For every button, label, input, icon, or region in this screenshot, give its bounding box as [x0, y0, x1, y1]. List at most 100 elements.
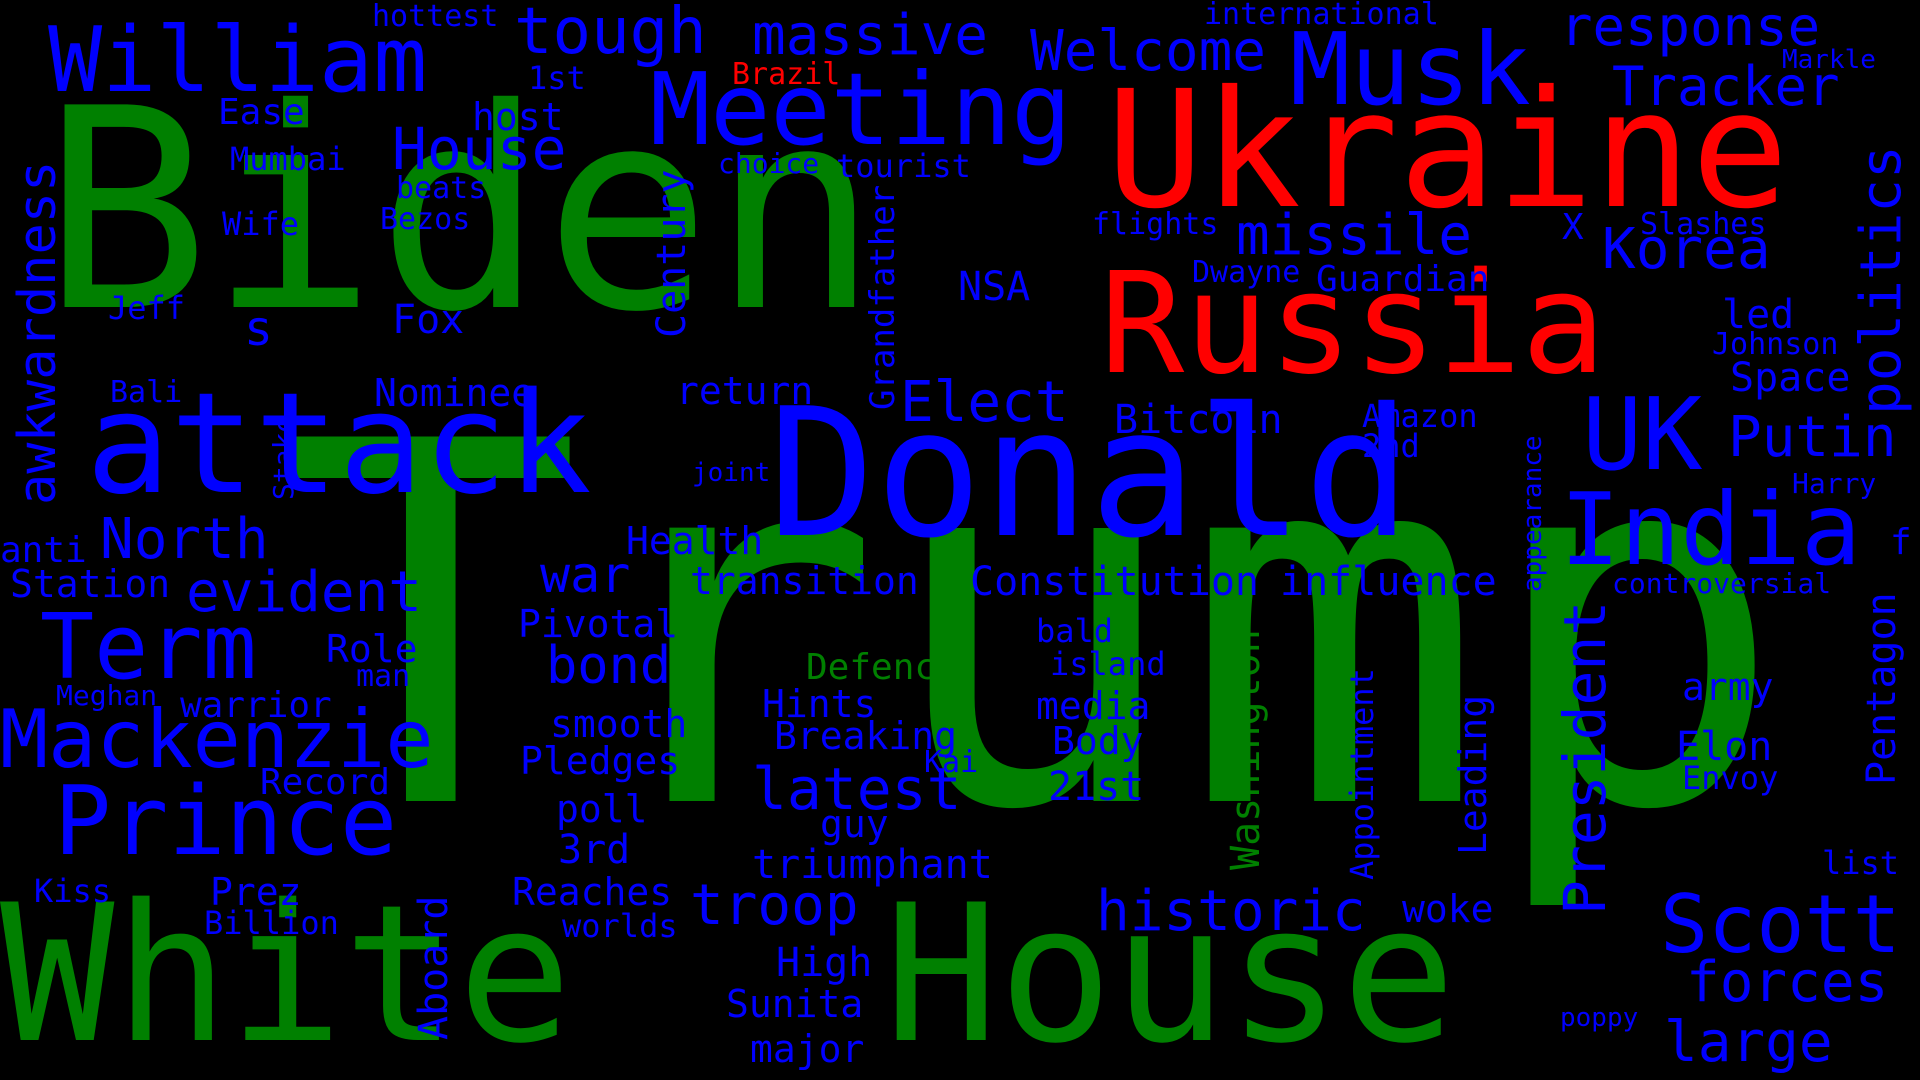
word-kai: Kai	[924, 745, 979, 780]
word-white: White	[0, 864, 572, 1080]
word-21st: 21st	[1048, 764, 1145, 810]
word-worlds: worlds	[562, 907, 678, 945]
word-elect: Elect	[900, 370, 1069, 435]
word-house: House	[884, 864, 1456, 1080]
word-reaches: Reaches	[512, 870, 673, 914]
word-amazon: Amazon	[1362, 397, 1478, 435]
word-role: Role	[326, 627, 418, 671]
word-warrior: warrior	[180, 685, 332, 726]
word-troop: troop	[690, 873, 859, 938]
word-pentagon: Pentagon	[1859, 592, 1905, 785]
word-body: Body	[1052, 719, 1144, 763]
word-nominee: Nominee	[374, 371, 535, 415]
word-massive: massive	[752, 3, 989, 68]
word-donald: Donald	[768, 370, 1411, 577]
word-korea: Korea	[1602, 217, 1771, 282]
word-bitcoin: Bitcoin	[1114, 397, 1283, 443]
word-mumbai: Mumbai	[230, 140, 346, 178]
word-beats: beats	[396, 171, 487, 206]
word-leading: Leading	[1451, 694, 1495, 855]
word-evident: evident	[186, 560, 423, 625]
word-elon: Elon	[1676, 724, 1773, 770]
word-flights: flights	[1092, 207, 1219, 242]
word-aboard: Aboard	[411, 895, 457, 1041]
word-hottest: hottest	[372, 0, 499, 34]
word-prince: Prince	[54, 767, 398, 877]
word-poppy: poppy	[1560, 1003, 1639, 1033]
word-meeting: Meeting	[650, 51, 1072, 168]
word-return: return	[676, 369, 814, 413]
word-army: army	[1682, 665, 1774, 709]
word-attack: attack	[86, 363, 592, 526]
word-dwayne: Dwayne	[1192, 255, 1301, 290]
word-awkwardness: awkwardness	[8, 160, 68, 505]
word-ukraine: Ukraine	[1106, 57, 1789, 245]
word-scott: Scott	[1660, 878, 1901, 971]
word-controversial: controversial	[1612, 567, 1832, 600]
word-choice: choice	[718, 147, 820, 180]
word-list: list	[1822, 844, 1900, 882]
word-russia: Russia	[1100, 243, 1606, 406]
word-meghan: Meghan	[56, 679, 158, 712]
word-anti: anti	[0, 530, 87, 571]
word-india: India	[1560, 471, 1862, 588]
word-large: large	[1664, 1010, 1833, 1075]
word-william: William	[48, 8, 428, 113]
word-transition: transition	[690, 559, 919, 603]
word-major: major	[750, 1027, 865, 1071]
word-stake: Stake	[267, 415, 300, 500]
word-appearance: appearance	[1518, 435, 1548, 592]
word-markle: Markle	[1782, 45, 1876, 75]
word-brazil: Brazil	[732, 57, 841, 92]
word-high: High	[776, 940, 873, 986]
word-tourist: tourist	[836, 147, 971, 185]
word-space: Space	[1730, 355, 1851, 401]
word-harry: Harry	[1792, 467, 1877, 500]
word-billion: Billion	[204, 904, 339, 942]
word-health: Health	[626, 519, 764, 563]
word-2nd: 2nd	[1362, 427, 1420, 465]
word-washington: Washington	[1223, 629, 1269, 870]
word-response: response	[1560, 0, 1821, 58]
word-ease: Ease	[218, 92, 305, 133]
word-forces: forces	[1686, 950, 1889, 1015]
word-woke: woke	[1402, 887, 1494, 931]
word-3rd: 3rd	[558, 827, 631, 873]
word-station: Station	[10, 562, 171, 606]
word-host: host	[472, 95, 564, 139]
word-bali: Bali	[110, 375, 183, 410]
word-grandfather: Grandfather	[863, 184, 903, 410]
word-johnson: Johnson	[1712, 327, 1839, 362]
word-nsa: NSA	[958, 264, 1031, 310]
word-island: island	[1050, 645, 1166, 683]
word-international: international	[1204, 0, 1439, 32]
word-latest: latest	[752, 755, 962, 823]
word-wife: Wife	[222, 205, 300, 243]
word-historic: historic	[1096, 879, 1366, 944]
word-hints: Hints	[762, 682, 877, 726]
word-s: s	[244, 301, 273, 357]
word-bond: bond	[546, 636, 672, 696]
word-1st: 1st	[528, 59, 586, 97]
word-term: Term	[40, 595, 257, 700]
word-bald: bald	[1036, 612, 1114, 650]
word-politics: politics	[1849, 145, 1914, 415]
word-breaking: Breaking	[774, 714, 958, 758]
word-trump: Trump	[280, 337, 1786, 919]
word-joint: joint	[692, 458, 771, 488]
word-influence: influence	[1280, 559, 1497, 605]
word-pivotal: Pivotal	[518, 602, 679, 646]
word-fox: Fox	[392, 297, 465, 343]
word-welcome: Welcome	[1030, 19, 1267, 84]
word-sunita: Sunita	[726, 982, 864, 1026]
word-x: X	[1562, 207, 1584, 248]
word-century: Century	[649, 169, 695, 338]
word-pledges: Pledges	[520, 739, 681, 783]
word-triumphant: triumphant	[752, 842, 993, 888]
word-musk: Musk	[1290, 11, 1531, 128]
word-biden: Biden	[42, 49, 879, 373]
word-f: f	[1890, 522, 1912, 563]
word-kiss: Kiss	[34, 872, 112, 910]
word-jeff: Jeff	[108, 289, 186, 327]
